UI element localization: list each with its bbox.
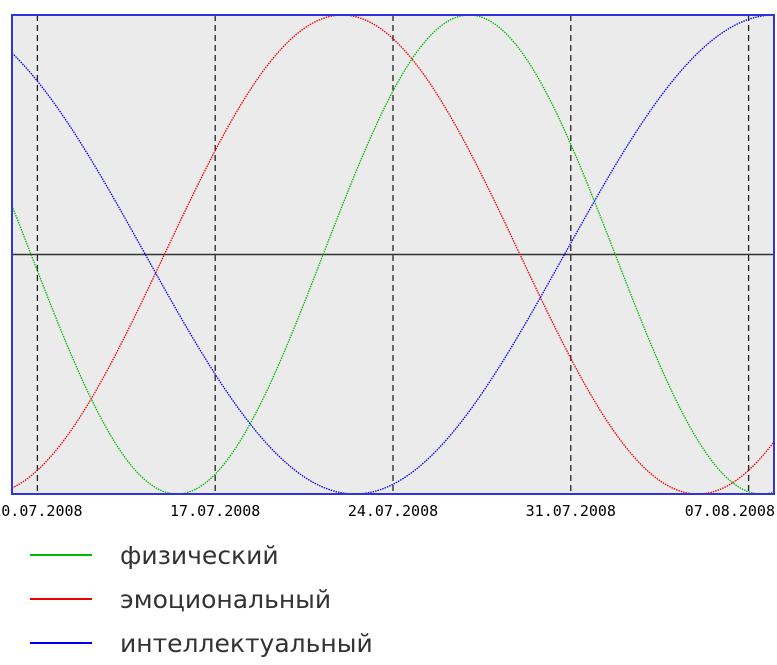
legend-swatch-emotional [30,598,92,600]
legend-item-intellectual: интеллектуальный [30,621,373,665]
series-lines [11,14,775,495]
x-axis-tick-labels: 10.07.2008 17.07.2008 24.07.2008 31.07.2008… [0,502,775,520]
x-tick-label-2: 24.07.2008 [348,502,438,520]
legend: физический эмоциональный интеллектуальны… [30,533,373,665]
legend-swatch-intellectual [30,642,92,644]
legend-item-emotional: эмоциональный [30,577,373,621]
legend-swatch-physical [30,554,92,556]
x-tick-label-3: 31.07.2008 [526,502,616,520]
series-line-2 [11,14,775,495]
x-tick-label-0: 10.07.2008 [0,502,83,520]
plot-border [11,14,775,495]
legend-label-physical: физический [120,540,279,570]
series-line-1 [11,14,775,495]
x-tick-label-1: 17.07.2008 [170,502,260,520]
legend-item-physical: физический [30,533,373,577]
x-tick-label-4: 07.08.2008 [685,502,775,520]
biorhythm-chart: 10.07.2008 17.07.2008 24.07.2008 31.07.2008… [0,14,775,520]
legend-label-emotional: эмоциональный [120,584,332,614]
series-line-0 [11,14,775,495]
legend-label-intellectual: интеллектуальный [120,628,373,658]
